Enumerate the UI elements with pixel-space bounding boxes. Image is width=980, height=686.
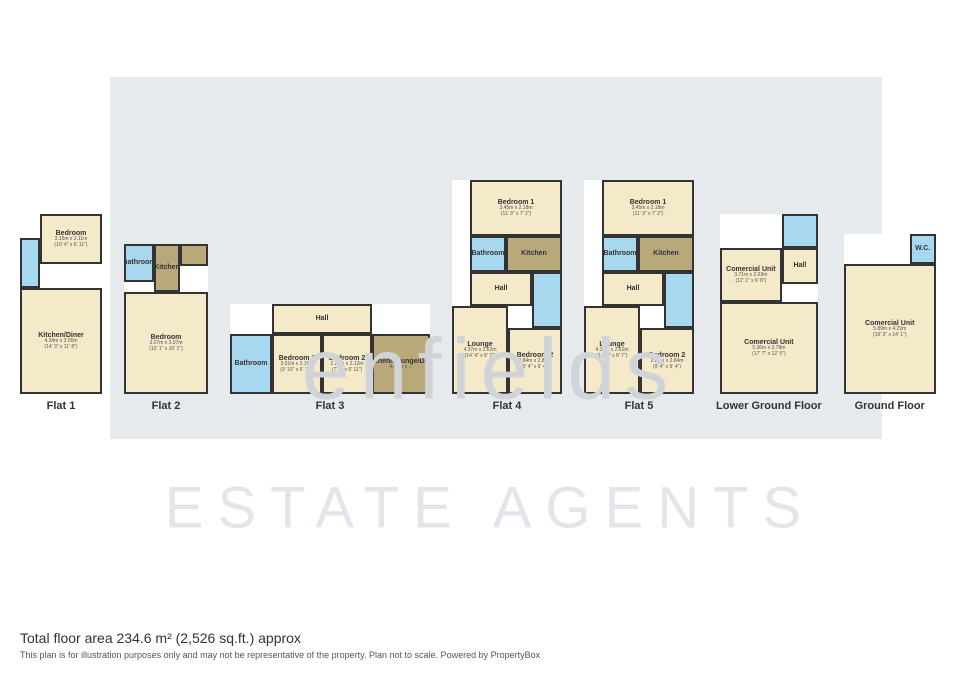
- room-dims-imperial: (7' 6" x 6' 11"): [332, 368, 362, 373]
- room: Bedroom 22.84m x 2.84m(9' 4" x 9' 4"): [508, 328, 562, 394]
- unit-label: Flat 4: [493, 400, 522, 412]
- room: Bedroom 22.84m x 2.84m(9' 4" x 9' 4"): [640, 328, 694, 394]
- room: Hall: [782, 248, 818, 284]
- total-area-text: Total floor area 234.6 m² (2,526 sq.ft.)…: [20, 630, 540, 646]
- room-name: Hall: [495, 285, 508, 292]
- room: Bathroom: [602, 236, 638, 272]
- room: [782, 214, 818, 248]
- room-dims-imperial: (9' 4" x 9' 4"): [521, 365, 549, 370]
- room: Kitchen: [506, 236, 562, 272]
- room: [664, 272, 694, 328]
- room: Hall: [470, 272, 532, 306]
- room: Hall: [602, 272, 664, 306]
- room: Bathroom: [470, 236, 506, 272]
- floorplan-unit: Bedroom 13.45m x 2.18m(11' 3" x 7' 2") Ba…: [452, 180, 562, 412]
- room-dims-imperial: (14' 4" x 8' 7"): [465, 354, 496, 359]
- unit-label: Flat 1: [47, 400, 76, 412]
- floorplan-unit: Bedroom 13.45m x 2.18m(11' 3" x 7' 2") Ba…: [584, 180, 694, 412]
- room-dims-imperial: (17' 7" x 12' 5"): [752, 352, 786, 357]
- footer-block: Total floor area 234.6 m² (2,526 sq.ft.)…: [20, 630, 540, 660]
- floorplan-diagram: Bedroom3.15m x 2.11m(10' 4" x 6' 11") Kit…: [20, 214, 102, 394]
- room-dims-imperial: (19' 3" x 14' 1"): [873, 333, 907, 338]
- room: Bedroom3.07m x 3.07m(10' 1" x 10' 1"): [124, 292, 208, 394]
- floorplan-unit: W.C. Comercial Unit5.89m x 4.29m(19' 3" x…: [844, 234, 936, 412]
- room: Comercial Unit3.71m x 2.03m(12' 2" x 6' …: [720, 248, 782, 302]
- room-name: Bathroom: [603, 250, 636, 257]
- room-name: Kitchen: [154, 264, 180, 271]
- room: [20, 238, 40, 288]
- room-name: Bathroom: [471, 250, 504, 257]
- floorplan-unit: Bedroom3.15m x 2.11m(10' 4" x 6' 11") Kit…: [20, 214, 102, 412]
- room-dims-imperial: (12' 2" x 6' 8"): [735, 279, 766, 284]
- room-dims-imperial: (14' 3" x 11' 8"): [44, 345, 77, 350]
- room: Bedroom 13.01m x 2.10m(9' 10" x 6' 10"): [272, 334, 322, 394]
- room: Bathroom: [230, 334, 272, 394]
- room-dims-imperial: (14' 4" x 8' 7"): [597, 354, 628, 359]
- room: W.C.: [910, 234, 936, 264]
- room: Hall: [272, 304, 372, 334]
- room-dims-imperial: (9' 10" x 6' 10"): [280, 368, 314, 373]
- room: Kitchen: [154, 244, 180, 292]
- floorplan-diagram: Bedroom 13.45m x 2.18m(11' 3" x 7' 2") Ba…: [452, 180, 562, 394]
- floorplan-diagram: Hall Comercial Unit3.71m x 2.03m(12' 2" x…: [720, 214, 818, 394]
- room-dims-imperial: (11' 3" x 7' 2"): [633, 212, 663, 217]
- room: Bedroom3.15m x 2.11m(10' 4" x 6' 11"): [40, 214, 102, 264]
- room-name: W.C.: [915, 245, 930, 252]
- room-name: Kitchen: [521, 250, 547, 257]
- room-dims-imperial: (11' 3" x 7' 2"): [501, 212, 531, 217]
- room: Kitchen: [638, 236, 694, 272]
- unit-label: Lower Ground Floor: [716, 400, 822, 412]
- room: Comercial Unit5.36m x 3.78m(17' 7" x 12'…: [720, 302, 818, 394]
- room-dims: 4.01m x ...: [389, 365, 412, 370]
- floorplan-diagram: Bathroom Hall Bedroom 13.01m x 2.10m(9' 10…: [230, 304, 430, 394]
- room: Bedroom 13.45m x 2.18m(11' 3" x 7' 2"): [470, 180, 562, 236]
- unit-label: Flat 5: [625, 400, 654, 412]
- room: Bedroom 22.29m x 2.12m(7' 6" x 6' 11"): [322, 334, 372, 394]
- room: Kitchen/Diner4.34m x 3.56m(14' 3" x 11' …: [20, 288, 102, 394]
- room-name: Bathroom: [234, 360, 267, 367]
- floorplan-unit: Bathroom Hall Bedroom 13.01m x 2.10m(9' 10…: [230, 304, 430, 412]
- room: Lounge4.37m x 2.62m(14' 4" x 8' 7"): [584, 306, 640, 394]
- room: Kitchen/Lounge/Diner4.01m x ...: [372, 334, 430, 394]
- unit-label: Flat 3: [316, 400, 345, 412]
- unit-label: Flat 2: [152, 400, 181, 412]
- room-dims-imperial: (10' 1" x 10' 1"): [149, 347, 183, 352]
- floorplan-row: Bedroom3.15m x 2.11m(10' 4" x 6' 11") Kit…: [20, 180, 936, 412]
- floorplan-unit: Hall Comercial Unit3.71m x 2.03m(12' 2" x…: [716, 214, 822, 412]
- room-name: Hall: [793, 262, 806, 269]
- floorplan-diagram: BathroomKitchen Bedroom3.07m x 3.07m(10' …: [124, 244, 208, 394]
- watermark-sub: ESTATE AGENTS: [165, 474, 815, 541]
- room-dims-imperial: (9' 4" x 9' 4"): [653, 365, 681, 370]
- room: [180, 244, 208, 266]
- room: Bedroom 13.45m x 2.18m(11' 3" x 7' 2"): [602, 180, 694, 236]
- floorplan-unit: BathroomKitchen Bedroom3.07m x 3.07m(10' …: [124, 244, 208, 412]
- room-name: Hall: [316, 315, 329, 322]
- room-dims-imperial: (10' 4" x 6' 11"): [54, 243, 87, 248]
- disclaimer-text: This plan is for illustration purposes o…: [20, 650, 540, 660]
- room-name: Kitchen: [653, 250, 679, 257]
- room: Comercial Unit5.89m x 4.29m(19' 3" x 14'…: [844, 264, 936, 394]
- room: Lounge4.37m x 2.62m(14' 4" x 8' 7"): [452, 306, 508, 394]
- room: Bathroom: [124, 244, 154, 282]
- room-name: Hall: [627, 285, 640, 292]
- floorplan-diagram: W.C. Comercial Unit5.89m x 4.29m(19' 3" x…: [844, 234, 936, 394]
- room-name: Bathroom: [124, 259, 154, 266]
- room: [532, 272, 562, 328]
- floorplan-diagram: Bedroom 13.45m x 2.18m(11' 3" x 7' 2") Ba…: [584, 180, 694, 394]
- unit-label: Ground Floor: [855, 400, 925, 412]
